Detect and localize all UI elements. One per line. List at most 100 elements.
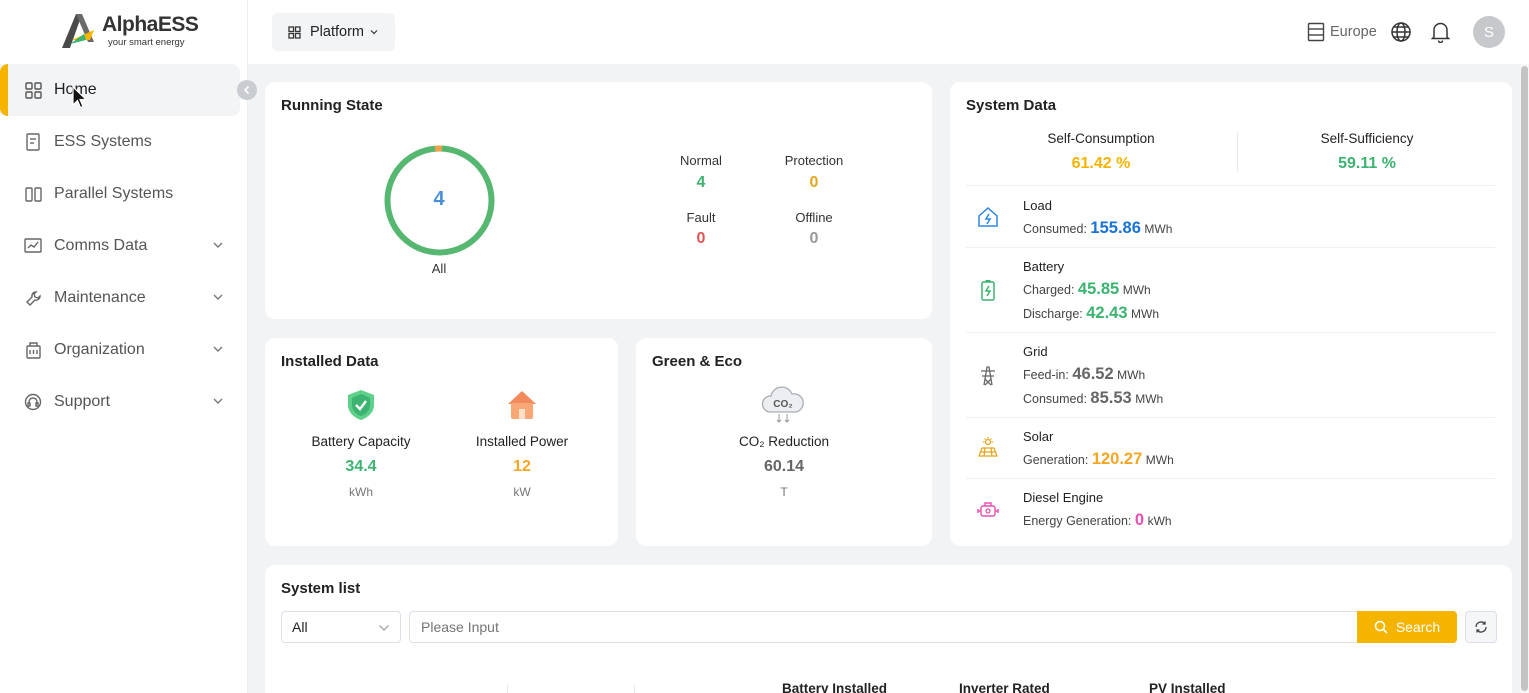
filter-value: All [292,619,308,635]
chevron-down-icon [213,294,223,300]
grid-name: Grid [1023,344,1048,359]
grid-row: Grid Feed-in: 46.52 MWh Consumed: 85.53 … [966,332,1495,417]
column-divider [507,685,508,693]
solar-generation: Generation: 120.27 MWh [1023,450,1174,468]
sidebar-item-label: ESS Systems [54,133,152,150]
green-eco-card: Green & Eco CO₂ CO₂ Reduction 60.14 T [636,338,932,546]
chevron-down-icon [213,346,223,352]
grid-feedin: Feed-in: 46.52 MWh [1023,365,1146,383]
self-consumption-value: 61.42 % [1071,155,1131,172]
battery-discharge: Discharge: 42.43 MWh [1023,304,1160,322]
running-state-title: Running State [281,97,383,114]
offline-value: 0 [809,230,819,247]
platform-label: Platform [310,24,364,40]
load-consumed: Consumed: 155.86 MWh [1023,219,1173,237]
chevron-down-icon [379,625,389,631]
wrench-icon [24,289,42,307]
system-list-card: System list All Search Battery Installed… [265,565,1512,693]
chevron-left-icon [243,85,250,95]
system-data-title: System Data [966,97,1057,114]
installed-power-value: 12 [513,458,531,475]
search-icon [1374,620,1388,634]
solar-name: Solar [1023,429,1054,444]
globe-icon [1391,22,1411,42]
self-sufficiency-label: Self-Sufficiency [1320,131,1414,146]
language-button[interactable] [1390,0,1412,64]
platform-dropdown[interactable]: Platform [272,13,395,51]
sidebar-item-label: Parallel Systems [54,185,174,202]
sidebar-item-label: Comms Data [54,237,148,254]
sidebar-item-organization[interactable]: Organization [0,324,248,376]
normal-value: 4 [696,174,706,191]
refresh-button[interactable] [1465,611,1497,643]
chart-icon [24,237,42,255]
self-sufficiency-value: 59.11 % [1338,155,1396,172]
sidebar-item-label: Support [54,393,111,410]
chevron-down-icon [370,30,378,35]
protection-label: Protection [784,153,844,168]
grid-tower-icon [981,366,995,386]
sidebar-item-ess-systems[interactable]: ESS Systems [0,116,248,168]
column-header-pv-installed[interactable]: PV Installed [1149,681,1226,693]
notifications-button[interactable] [1430,0,1451,64]
running-total-label: All [431,261,447,276]
user-avatar[interactable]: S [1473,0,1505,64]
protection-value: 0 [809,174,819,191]
grid-icon [288,25,301,39]
system-filter-select[interactable]: All [281,611,401,643]
battery-capacity-value: 34.4 [345,458,377,475]
search-button[interactable]: Search [1357,611,1457,643]
logo-mark-icon [62,14,94,48]
diesel-engine-icon [977,502,999,517]
collapse-sidebar-button[interactable] [237,80,257,100]
region-selector[interactable]: Europe [1307,0,1377,64]
load-icon [978,206,998,227]
battery-capacity-label: Battery Capacity [311,434,411,449]
grid-icon [24,81,42,99]
scrollbar-thumb[interactable] [1521,66,1528,691]
sidebar-item-comms-data[interactable]: Comms Data [0,220,248,272]
sidebar-nav: Home ESS Systems Parallel Systems Comms … [0,64,248,428]
region-label: Europe [1330,24,1377,40]
alphaess-logo[interactable]: AlphaESS your smart energy [60,12,200,52]
installed-data-card: Installed Data Battery Capacity 34.4 kWh… [265,338,618,546]
diesel-row: Diesel Engine Energy Generation: 0 kWh [966,478,1495,540]
top-header: Platform Europe S [248,0,1529,64]
system-list-title: System list [281,580,361,597]
sidebar-item-maintenance[interactable]: Maintenance [0,272,248,324]
green-eco-title: Green & Eco [652,353,743,370]
load-row: Load Consumed: 155.86 MWh [966,185,1495,247]
sidebar-item-support[interactable]: Support [0,376,248,428]
column-header-inverter-rated[interactable]: Inverter Rated [959,681,1050,693]
mouse-cursor-icon [72,86,88,109]
battery-shield-icon [348,390,374,420]
building-icon [24,341,42,359]
running-state-card: Running State 4 All Normal 4 Protection … [265,82,932,319]
battery-row: Battery Charged: 45.85 MWh Discharge: 42… [966,247,1495,332]
battery-capacity-unit: kWh [349,485,373,499]
svg-text:CO₂: CO₂ [773,399,792,410]
page-scrollbar[interactable] [1520,64,1529,693]
battery-charged: Charged: 45.85 MWh [1023,280,1151,298]
divider [1237,132,1238,172]
search-label: Search [1395,619,1441,635]
installed-data-title: Installed Data [281,353,379,370]
search-input[interactable] [409,611,1358,643]
normal-label: Normal [680,153,722,168]
self-consumption-label: Self-Consumption [1047,131,1155,146]
sidebar-item-parallel-systems[interactable]: Parallel Systems [0,168,248,220]
chevron-down-icon [213,242,223,248]
installed-power-label: Installed Power [475,434,569,449]
solar-panel-icon [978,437,998,457]
sidebar-item-home[interactable]: Home [0,64,240,116]
ess-icon [24,133,42,151]
bell-icon [1430,22,1451,43]
diesel-generation: Energy Generation: 0 kWh [1023,511,1172,529]
column-header-battery-installed[interactable]: Battery Installed [782,681,888,693]
sidebar-item-label: Maintenance [54,289,146,306]
sidebar: AlphaESS your smart energy Home ESS Syst… [0,0,248,693]
solar-row: Solar Generation: 120.27 MWh [966,417,1495,478]
battery-icon [981,280,995,301]
load-name: Load [1023,198,1052,213]
brand-name: AlphaESS [102,13,199,36]
